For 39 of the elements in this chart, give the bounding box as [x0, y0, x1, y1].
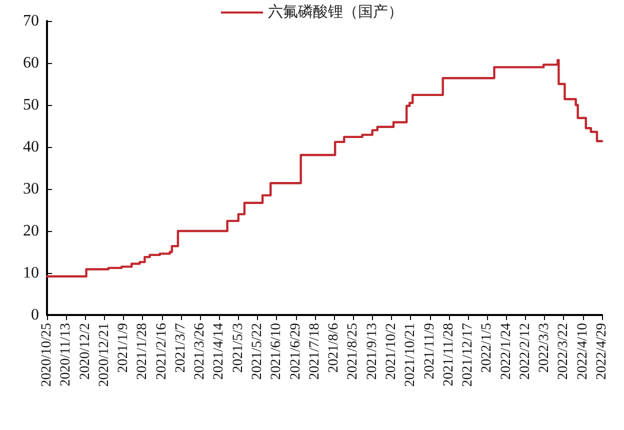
x-tick-label: 2022/1/5	[480, 323, 495, 373]
x-tick-label: 2021/9/13	[364, 323, 380, 380]
x-tick-label: 2021/8/6	[326, 323, 342, 373]
x-tick-label: 2021/4/14	[212, 323, 227, 380]
x-tick-label: 2021/10/2	[384, 323, 399, 380]
x-tick-label: 2022/2/12	[518, 323, 533, 380]
x-tick-label: 2021/7/18	[307, 323, 322, 380]
y-tick-label: 10	[23, 264, 39, 282]
y-tick-label: 30	[23, 180, 39, 198]
x-tick-label: 2021/2/16	[154, 323, 170, 380]
x-tick-label: 2021/1/9	[116, 323, 132, 373]
x-tick-label: 2021/11/28	[441, 323, 456, 386]
y-tick-label: 70	[23, 12, 39, 30]
y-tick-label: 50	[23, 96, 39, 114]
x-tick-label: 2021/1/28	[135, 323, 150, 380]
x-tick-label: 2021/11/9	[422, 323, 438, 380]
x-tick-label: 2022/3/3	[537, 323, 552, 373]
x-tick-label: 2020/12/21	[96, 323, 112, 387]
x-tick-label: 2021/10/21	[403, 323, 418, 387]
x-tick-label: 2021/3/26	[192, 323, 208, 380]
y-tick-label: 40	[23, 138, 39, 156]
x-tick-label: 2022/1/24	[498, 323, 514, 380]
x-tick-label: 2021/8/25	[346, 323, 361, 380]
x-tick-label: 2020/12/2	[78, 323, 93, 380]
x-tick-label: 2021/5/3	[230, 323, 246, 373]
x-tick-label: 2020/10/25	[40, 323, 54, 387]
x-tick-label: 2021/12/17	[460, 323, 476, 387]
x-tick-label: 2022/4/29	[594, 323, 610, 380]
y-tick-label: 60	[23, 54, 39, 72]
legend-label: 六氟磷酸锂（国产）	[268, 4, 403, 20]
x-tick-label: 2020/11/13	[58, 323, 74, 386]
x-tick-label: 2022/4/10	[575, 323, 590, 380]
x-tick-label: 2022/3/22	[556, 323, 572, 380]
y-tick-label: 20	[23, 222, 39, 240]
y-tick-label: 0	[31, 306, 39, 324]
x-tick-label: 2021/6/29	[288, 323, 304, 380]
x-tick-label: 2021/3/7	[173, 323, 188, 373]
x-tick-label: 2021/6/10	[269, 323, 284, 380]
x-tick-label: 2021/5/22	[250, 323, 266, 380]
